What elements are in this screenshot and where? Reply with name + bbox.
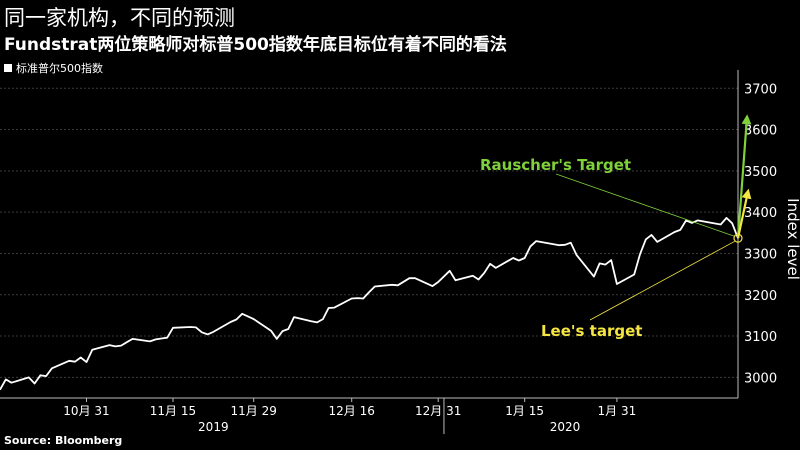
lee-label: Lee's target <box>541 322 642 340</box>
y-axis-label: Index level <box>784 198 800 280</box>
x-tick-label: 11月 15 <box>150 404 196 418</box>
chart-subtitle: Fundstrat两位策略师对标普500指数年底目标位有着不同的看法 <box>4 35 507 55</box>
y-tick-label: 3700 <box>744 82 777 97</box>
x-tick-label: 12月 31 <box>415 404 461 418</box>
x-tick-label: 1月 31 <box>598 404 637 418</box>
legend-swatch <box>4 64 12 72</box>
chart-title: 同一家机构，不同的预测 <box>4 6 235 30</box>
year-label: 2019 <box>198 420 229 434</box>
y-tick-label: 3500 <box>744 165 777 180</box>
y-tick-label: 3000 <box>744 371 777 386</box>
sp500-series-line <box>0 216 739 391</box>
lee-leader <box>589 240 736 321</box>
y-tick-label: 3200 <box>744 289 777 304</box>
legend-label: 标准普尔500指数 <box>16 62 103 75</box>
source-note: Source: Bloomberg <box>4 434 123 447</box>
rauscher-leader <box>555 173 735 237</box>
rauscher-label: Rauscher's Target <box>480 156 631 174</box>
y-tick-label: 3300 <box>744 247 777 262</box>
year-label: 2020 <box>550 420 581 434</box>
x-tick-label: 11月 29 <box>231 404 277 418</box>
x-tick-label: 10月 31 <box>63 404 109 418</box>
x-tick-label: 1月 15 <box>505 404 544 418</box>
x-tick-label: 12月 16 <box>329 404 375 418</box>
y-tick-label: 3100 <box>744 330 777 345</box>
lee-target-arrow <box>736 188 752 239</box>
rauscher-target-arrow <box>736 114 752 239</box>
y-tick-label: 3400 <box>744 206 777 221</box>
legend: 标准普尔500指数 <box>4 60 103 76</box>
y-tick-label: 3600 <box>744 124 777 139</box>
